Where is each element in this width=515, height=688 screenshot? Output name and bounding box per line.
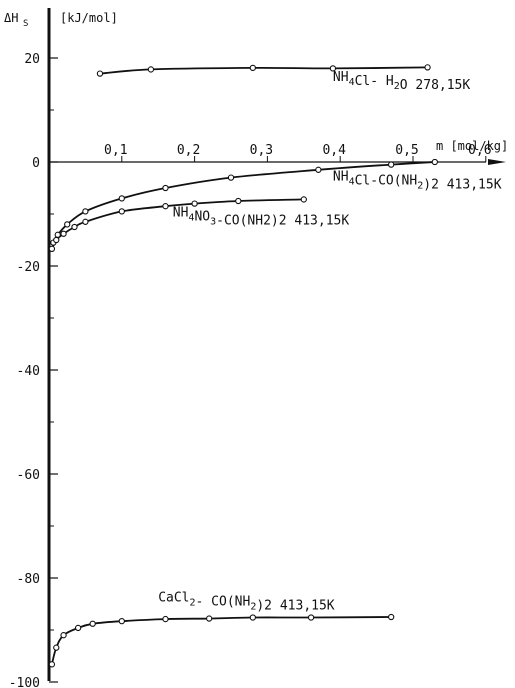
series-label-part: NH [333,70,349,85]
series-line [51,616,392,665]
data-point [54,231,61,238]
data-point [307,614,315,621]
series-label-part: NH [173,206,189,221]
data-point [48,661,56,668]
series-label-part: )2 413,15K [423,178,501,193]
series-label-subscript: 2 [190,597,196,608]
data-point [388,613,395,621]
series-label-subscript: 2 [417,181,423,192]
series-label-subscript: 4 [188,213,194,224]
data-point [60,230,67,237]
data-point [74,624,82,632]
series-label: NH4Cl-CO(NH2)2 413,15K [333,170,502,193]
y-tick-label: 20 [24,52,40,67]
data-point [48,245,56,252]
x-axis-title: m [mol/kg] [436,139,508,153]
y-tick-label: 0 [32,156,40,171]
series-label-subscript: 3 [210,217,216,228]
data-point [162,203,169,210]
data-point [96,70,104,77]
data-point [249,64,256,72]
data-point [118,195,125,202]
x-tick-label: 0,5 [395,143,418,158]
series-label-part: - CO(NH [196,594,251,609]
y-axis-title-prefix: ΔH [4,11,18,25]
data-point [191,200,198,207]
data-point [89,620,96,627]
data-point [235,197,242,205]
series-label-part: CaCl [158,590,189,605]
x-tick-label: 0,3 [250,143,273,158]
x-axis-arrow [488,159,506,165]
series-label-subscript: 4 [349,77,355,88]
series-label-part: NH [333,170,349,185]
y-tick-label: -40 [17,364,40,379]
data-point [329,65,337,72]
x-tick-label: 0,2 [177,143,200,158]
data-point [249,614,256,621]
data-point [82,218,89,225]
points-group [48,64,438,668]
data-point [82,208,89,215]
data-point [53,236,60,244]
data-point [71,223,78,231]
data-point [315,166,322,173]
data-point [206,615,213,622]
data-point [162,184,169,192]
y-axis-title-unit: [kJ/mol] [60,11,118,25]
series-line [52,161,435,244]
data-point [118,618,125,625]
data-point [388,161,395,168]
series-label-part: )2 413,15K [256,598,334,613]
x-tick-label: 0,1 [104,143,127,158]
y-tick-label: -100 [9,676,40,688]
series-label-subscript: 2 [250,601,256,612]
data-point [227,174,235,181]
series-label-part: NO [194,210,210,225]
series-label: NH4NO3-CO(NH2)2 413,15K [173,206,350,229]
data-point [147,66,155,73]
series-label-subscript: 2 [394,81,400,92]
ticks-group: 20 0 -20 -40 -60 -80 -100 0,1 0,2 0,3 0,4 0,5 0,6 [9,52,492,688]
x-tick-label: 0,4 [322,143,346,158]
y-tick-label: -80 [17,572,40,587]
data-point [53,644,60,651]
data-point [60,632,67,639]
series-label: CaCl2- CO(NH2)2 413,15K [158,590,335,613]
y-tick-label: -20 [17,260,40,275]
data-point [162,615,169,623]
series-label-part: O 278,15K [400,78,471,93]
y-tick-label: -60 [17,468,40,483]
series-label: NH4Cl- H2O 278,15K [333,70,470,93]
data-point [64,221,71,228]
y-axis-title-sub: S [23,19,28,29]
data-point [118,208,125,215]
data-point [300,196,307,203]
series-label-part: Cl-CO(NH [355,174,418,189]
series-label-part: -CO(NH2)2 413,15K [216,214,349,229]
data-point [431,158,438,166]
x-tick-label: 0,6 [468,143,491,158]
series-label-part: Cl- H [355,74,394,89]
series-label-subscript: 4 [349,177,355,188]
data-point [424,64,431,71]
